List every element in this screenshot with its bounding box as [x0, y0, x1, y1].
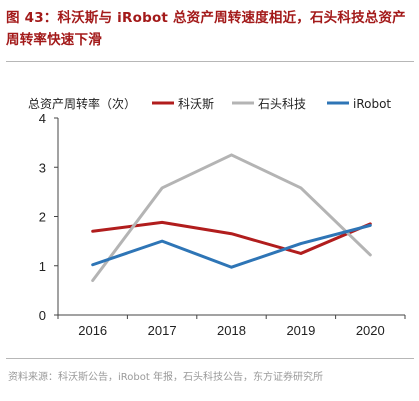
- legend: 科沃斯 石头科技 iRobot: [152, 97, 391, 111]
- y-tick-label: 0: [39, 308, 46, 323]
- legend-label: 科沃斯: [178, 97, 214, 111]
- y-axis-label: 总资产周转率（次）: [28, 96, 136, 111]
- y-tick-label: 4: [39, 111, 46, 126]
- y-ticks: 0 1 2 3 4: [39, 111, 58, 323]
- legend-label: iRobot: [353, 97, 391, 111]
- y-tick-label: 3: [39, 160, 46, 175]
- x-tick-label: 2017: [148, 323, 177, 338]
- series-lines: [91, 153, 372, 283]
- x-tick-label: 2018: [217, 323, 246, 338]
- y-tick-label: 1: [39, 259, 46, 274]
- x-tick-label: 2020: [356, 323, 385, 338]
- figure-title: 图 43：科沃斯与 iRobot 总资产周转速度相近，石头科技总资产周转率快速下…: [6, 10, 406, 48]
- source-note: 资料来源：科沃斯公告，iRobot 年报，石头科技公告，东方证券研究所: [8, 372, 323, 383]
- top-divider: [6, 61, 414, 62]
- x-ticks: 2016 2017 2018 2019 2020: [57, 315, 406, 338]
- series-line-1: [91, 153, 372, 283]
- series-line-2: [91, 223, 372, 269]
- bottom-divider: [6, 358, 414, 359]
- legend-label: 石头科技: [258, 97, 306, 111]
- x-tick-label: 2019: [286, 323, 315, 338]
- x-tick-label: 2016: [78, 323, 107, 338]
- y-tick-label: 2: [39, 210, 46, 225]
